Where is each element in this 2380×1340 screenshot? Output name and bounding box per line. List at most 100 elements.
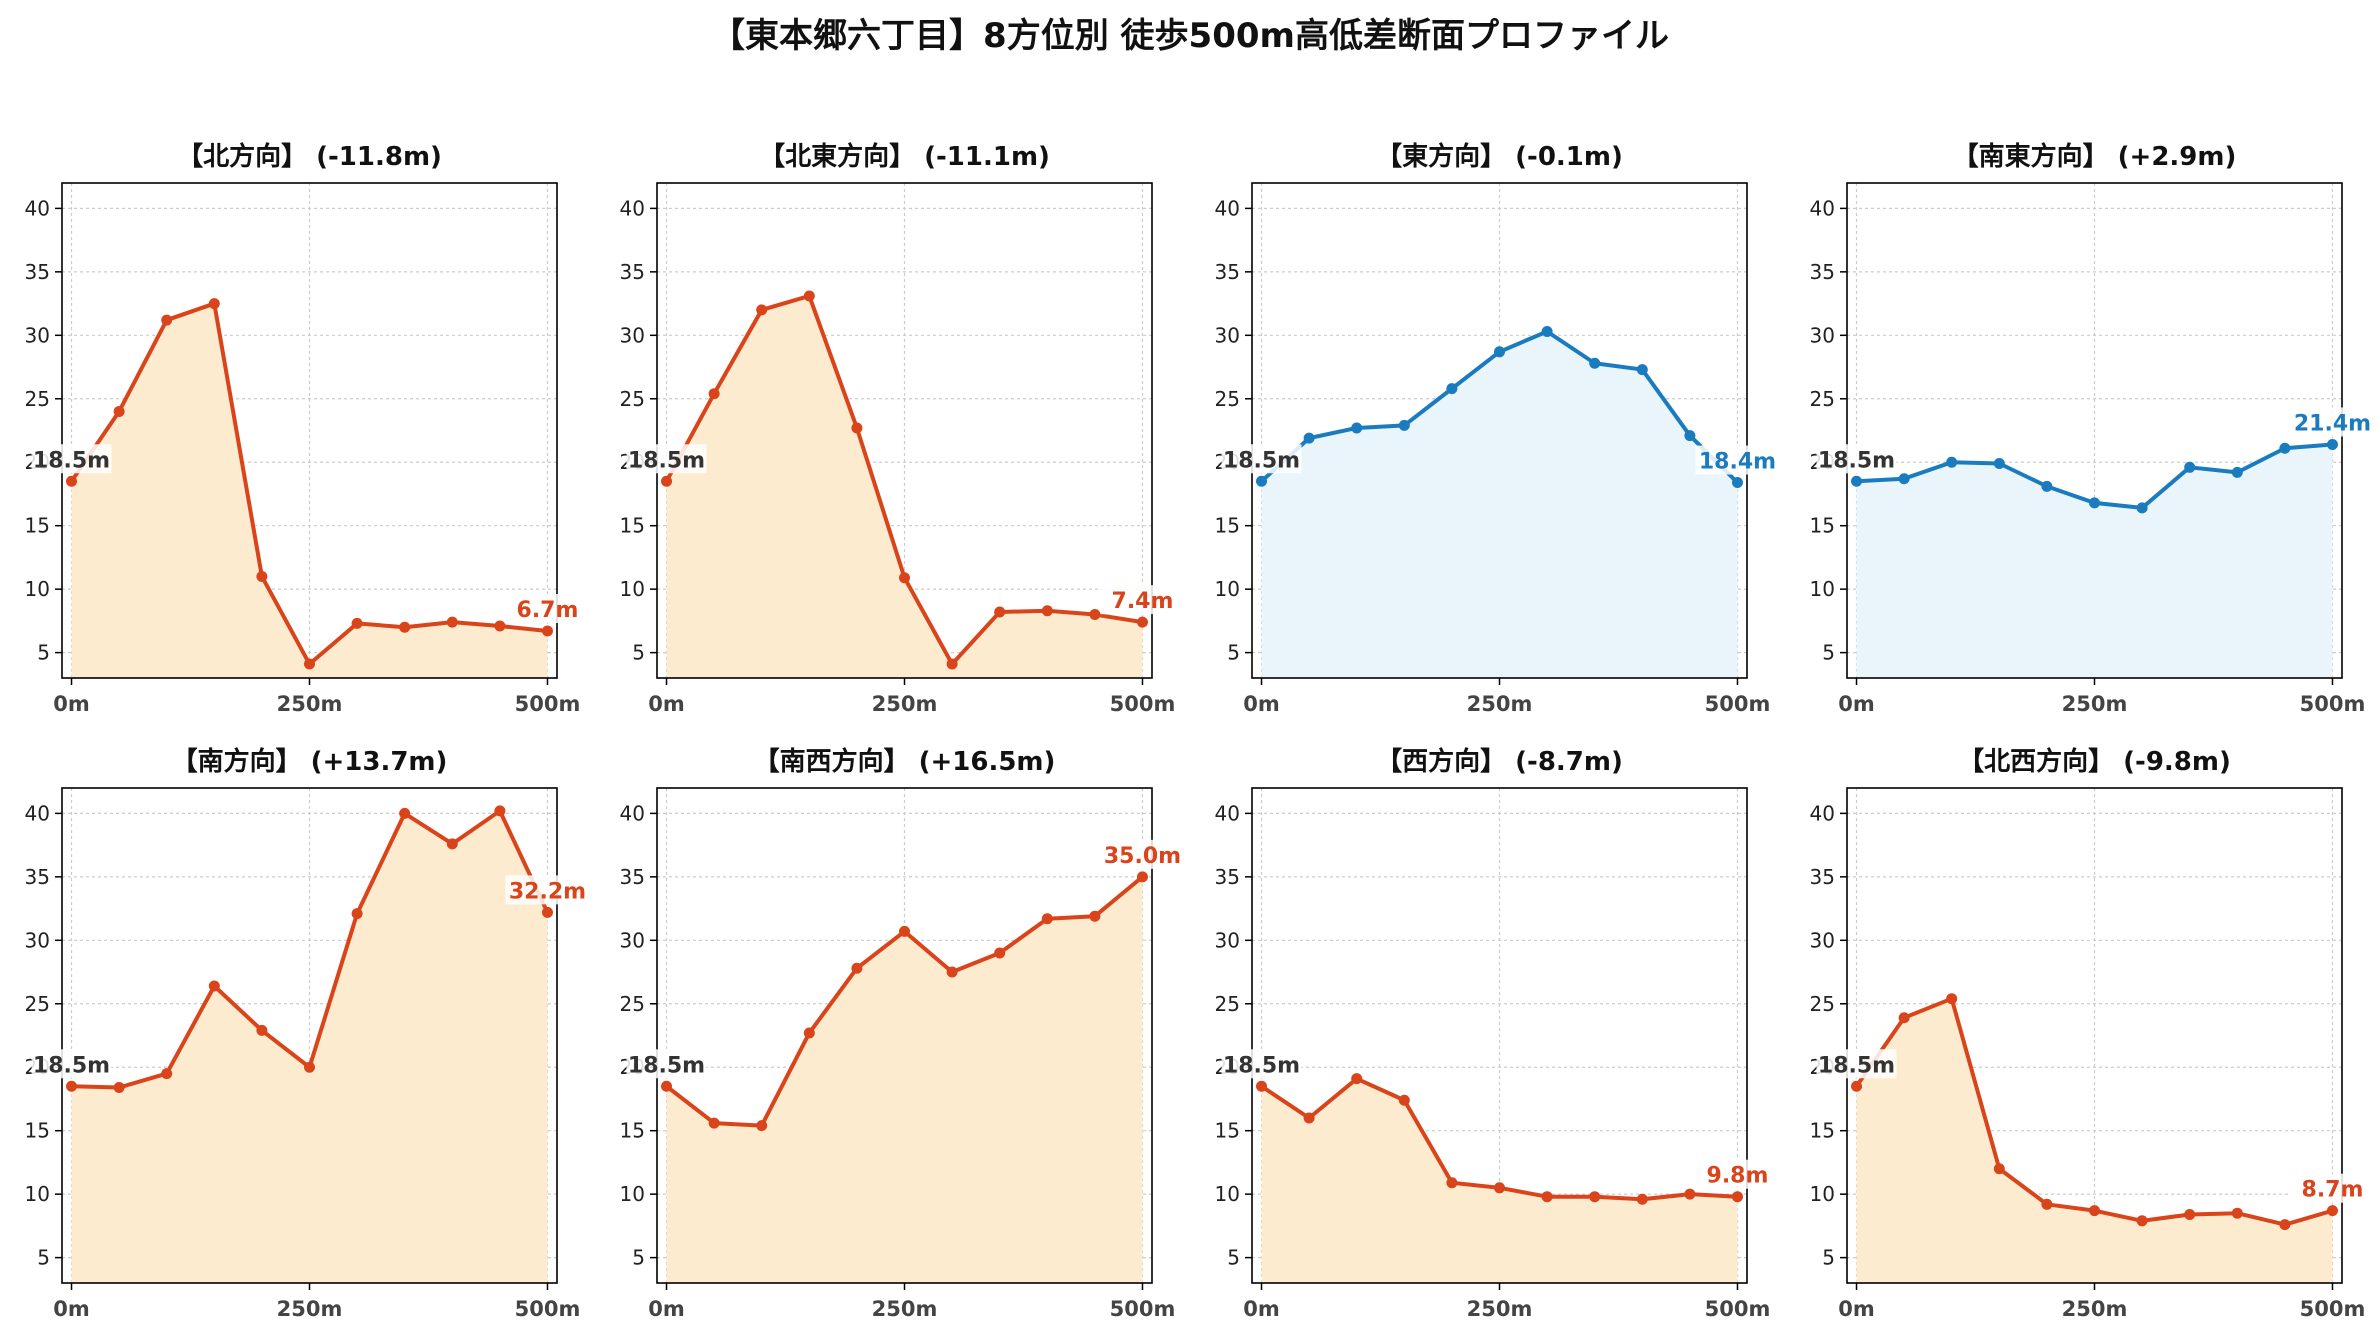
end-label-box [2290,407,2375,437]
x-tick-label: 0m [1838,692,1875,716]
area-fill [71,303,548,678]
y-tick-label: 30 [620,323,645,347]
data-point [1089,609,1101,621]
data-point [1589,357,1601,369]
y-tick-label: 10 [1215,1182,1240,1206]
x-tick-label: 500m [1110,692,1176,716]
start-label-box [626,444,707,474]
start-label: 18.5m [1818,1053,1895,1078]
start-label-box [31,444,112,474]
data-point [2231,466,2243,478]
data-point [1731,1191,1743,1203]
data-point [1946,993,1958,1005]
y-tick-label: 15 [1810,1119,1835,1143]
end-label: 8.7m [2302,1178,2364,1203]
data-point [1589,1191,1601,1203]
data-point [2136,1215,2148,1227]
start-label-box [31,1049,112,1079]
start-label: 18.5m [1818,448,1895,473]
data-point [1993,458,2005,469]
data-point [1494,346,1505,358]
area-fill [1261,1078,1738,1283]
y-tick-label: 25 [1215,992,1240,1016]
data-point [851,422,863,434]
y-tick-label: 10 [620,577,645,601]
y-tick-label: 15 [620,1119,645,1143]
data-point [2279,442,2291,454]
end-label-box [1100,839,1185,869]
end-label: 21.4m [2294,411,2371,436]
data-point [756,304,768,316]
data-point [946,966,958,978]
area-fill [666,876,1143,1283]
x-tick-label: 250m [1467,1297,1533,1321]
x-tick-label: 500m [515,692,581,716]
data-point [2089,497,2100,509]
data-point [946,658,958,670]
data-point [161,1068,173,1080]
data-point [1256,475,1268,487]
subplot-title: 【東方向】 (-0.1m) [1376,141,1623,172]
y-tick-label: 25 [620,387,645,411]
data-point [399,621,411,633]
data-point [2184,461,2196,473]
data-point [113,405,125,417]
end-label: 6.7m [517,598,579,623]
data-point [1993,1163,2005,1175]
y-tick-label: 5 [37,641,50,665]
data-point [1303,1112,1315,1124]
end-label-box [505,875,590,905]
y-tick-label: 5 [632,641,645,665]
x-tick-label: 500m [1110,1297,1176,1321]
x-tick-label: 500m [1705,1297,1771,1321]
data-point [2041,480,2053,492]
y-tick-label: 5 [37,1246,50,1270]
data-point [399,807,411,819]
data-point [756,1120,768,1132]
y-tick-label: 40 [1215,196,1240,220]
data-point [1398,1094,1410,1106]
subplot-7: 【西方向】 (-8.7m)5101520253035400m250m500m18… [1215,746,1780,1321]
y-tick-label: 35 [1810,865,1835,889]
y-tick-label: 10 [1810,577,1835,601]
data-point [541,906,553,918]
area-fill [1856,444,2333,678]
x-tick-label: 250m [872,1297,938,1321]
y-tick-label: 15 [1215,514,1240,538]
y-tick-label: 10 [620,1182,645,1206]
end-label: 18.4m [1699,450,1776,475]
y-tick-label: 35 [1810,260,1835,284]
data-point [494,620,506,632]
data-point [1541,326,1553,337]
y-tick-label: 25 [1810,387,1835,411]
data-point [1684,1188,1696,1200]
data-point [304,1061,315,1073]
y-tick-label: 35 [1215,260,1240,284]
y-tick-label: 30 [25,323,50,347]
y-tick-label: 5 [1822,1246,1835,1270]
start-label-box [626,1049,707,1079]
data-point [899,925,910,937]
figure-title: 【東本郷六丁目】8方位別 徒歩500m高低差断面プロファイル [711,16,1669,56]
x-tick-label: 0m [1838,1297,1875,1321]
data-point [446,616,458,628]
y-tick-label: 10 [1810,1182,1835,1206]
y-tick-label: 15 [1810,514,1835,538]
data-point [1851,475,1863,487]
x-tick-label: 250m [2062,1297,2128,1321]
y-tick-label: 30 [620,928,645,952]
y-tick-label: 15 [25,514,50,538]
data-point [1351,422,1363,434]
subplot-title: 【北方向】 (-11.8m) [177,141,442,172]
data-point [803,290,815,302]
x-tick-label: 250m [277,1297,343,1321]
data-point [1256,1080,1268,1092]
x-tick-label: 500m [515,1297,581,1321]
data-point [351,617,363,629]
y-tick-label: 25 [1215,387,1240,411]
data-point [1851,1080,1863,1092]
y-tick-label: 30 [1215,928,1240,952]
start-label: 18.5m [628,448,705,473]
subplot-title: 【南東方向】 (+2.9m) [1953,141,2237,172]
